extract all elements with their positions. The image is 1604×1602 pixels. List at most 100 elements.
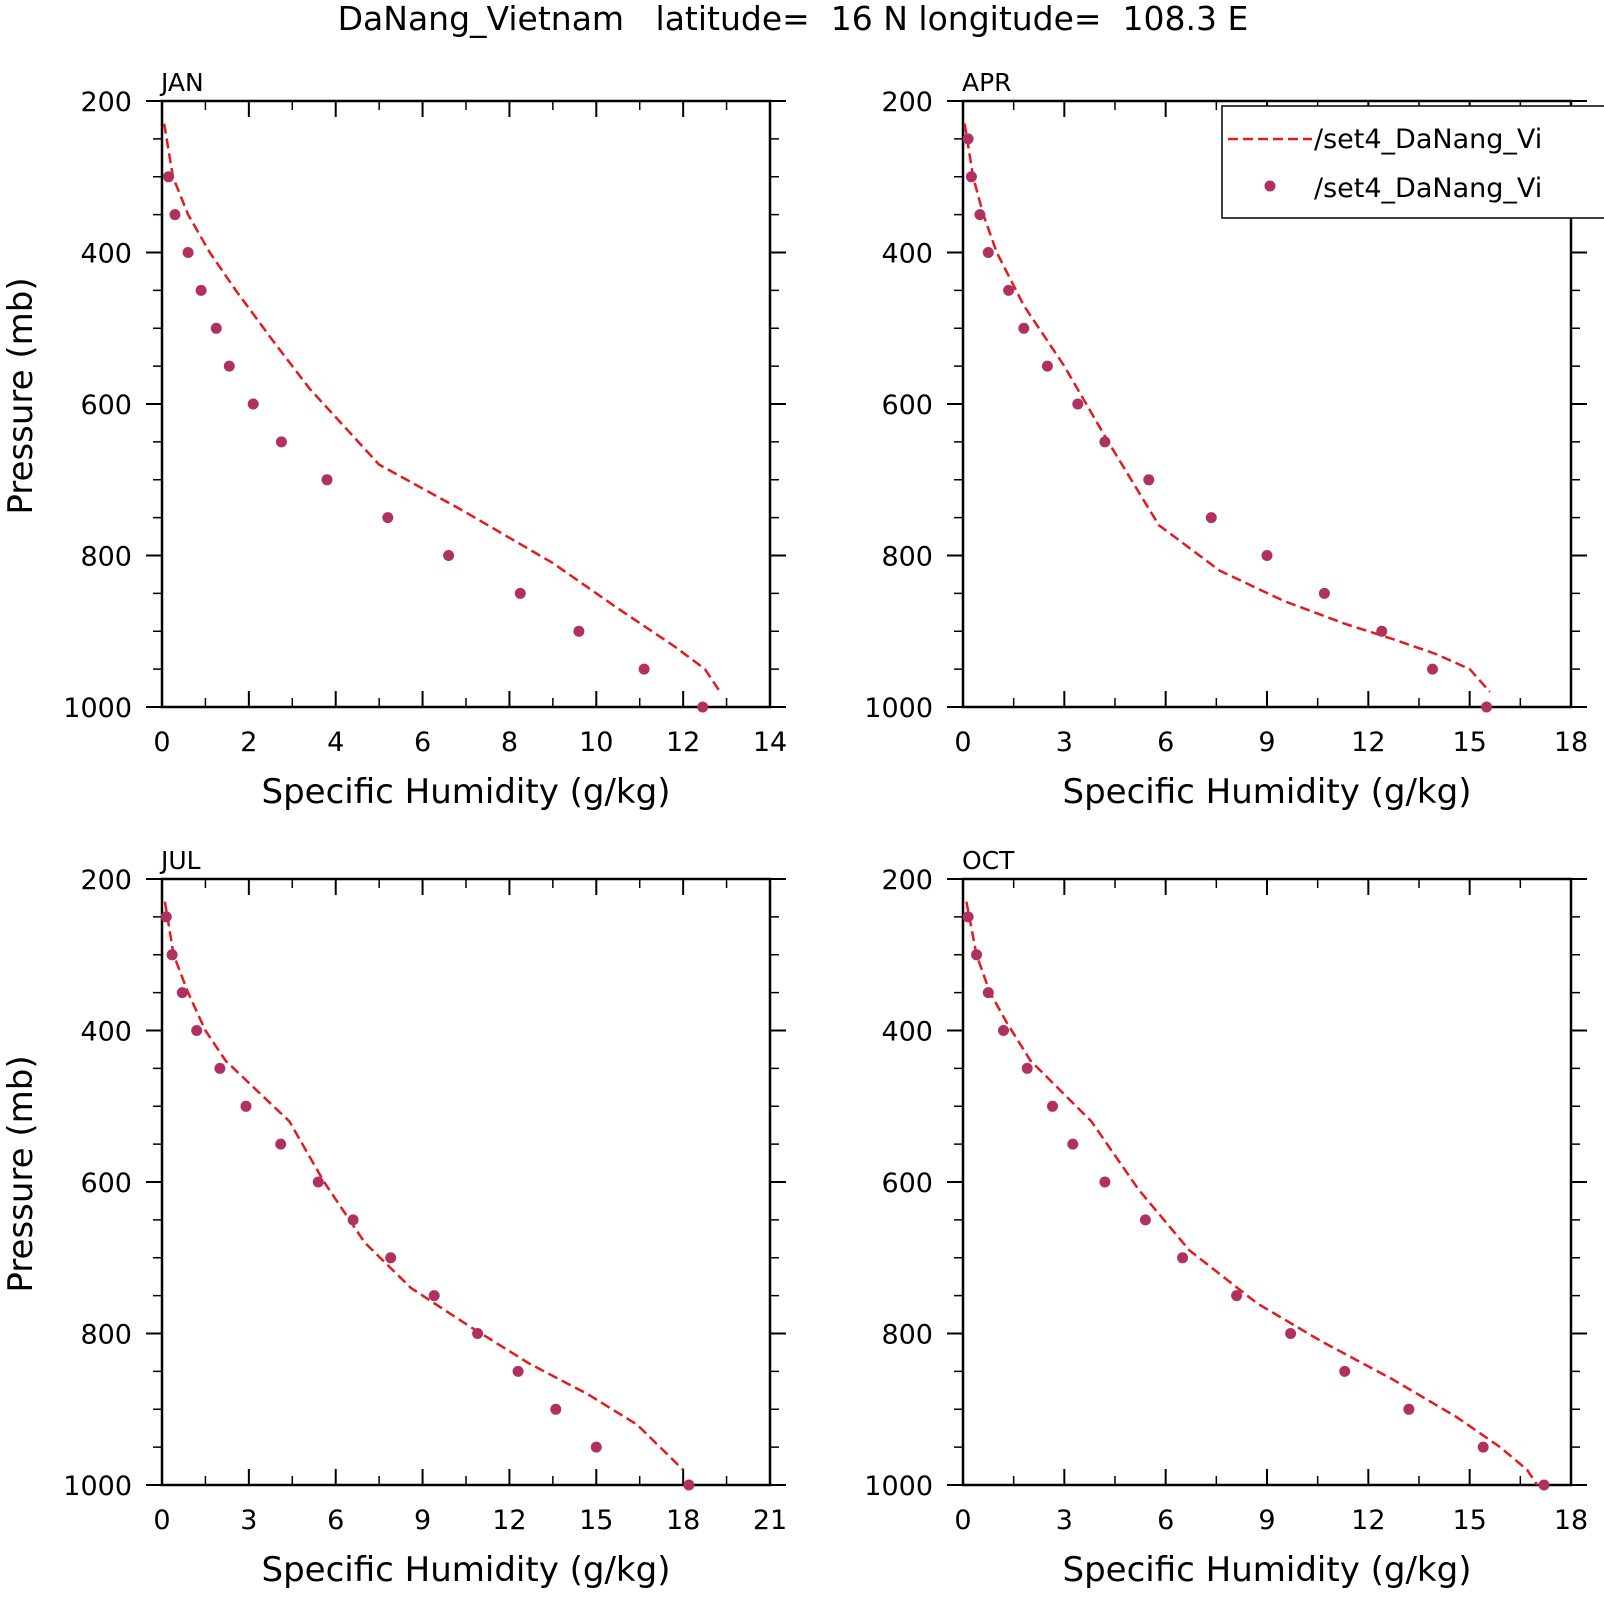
data-point-obs	[1339, 1365, 1351, 1377]
y-tick-label: 1000	[63, 693, 132, 724]
data-point-obs	[1177, 1252, 1189, 1264]
data-point-obs	[1477, 1441, 1489, 1453]
y-axis-label: Pressure (mb)	[1, 1055, 41, 1292]
data-point-obs	[697, 701, 709, 713]
x-tick-label: 2	[240, 727, 257, 758]
data-point-obs	[1021, 1062, 1033, 1074]
data-point-obs	[590, 1441, 602, 1453]
data-point-obs	[638, 663, 650, 675]
x-tick-label: 12	[492, 1505, 526, 1536]
data-point-obs	[982, 987, 994, 999]
x-tick-label: 0	[954, 1505, 971, 1536]
data-point-obs	[998, 1025, 1009, 1036]
y-tick-label: 600	[881, 390, 933, 421]
x-tick-label: 0	[153, 727, 170, 758]
x-tick-label: 12	[666, 727, 700, 758]
legend-label-model: /set4_DaNang_Vi	[1314, 124, 1542, 155]
data-point-obs	[1018, 322, 1030, 334]
x-axis-label: Specific Humidity (g/kg)	[262, 1550, 671, 1590]
data-point-obs	[347, 1214, 359, 1226]
x-tick-label: 4	[327, 727, 344, 758]
data-point-obs	[1318, 587, 1330, 599]
y-tick-label: 200	[80, 87, 132, 118]
y-tick-label: 600	[80, 1168, 132, 1199]
data-point-obs	[1067, 1138, 1079, 1150]
x-axis-label: Specific Humidity (g/kg)	[262, 772, 671, 812]
data-point-obs	[182, 247, 194, 258]
y-tick-label: 1000	[864, 693, 933, 724]
y-tick-label: 1000	[864, 1471, 933, 1502]
x-tick-label: 12	[1351, 1505, 1385, 1536]
y-tick-label: 400	[80, 1017, 132, 1048]
x-tick-label: 15	[1452, 1505, 1486, 1536]
data-point-obs	[385, 1252, 397, 1264]
x-tick-label: 15	[579, 1505, 613, 1536]
data-point-obs	[195, 284, 207, 296]
y-tick-label: 600	[881, 1168, 933, 1199]
data-point-obs	[514, 587, 526, 599]
data-point-obs	[428, 1290, 440, 1302]
data-point-obs	[982, 247, 994, 258]
data-point-obs	[1538, 1479, 1550, 1491]
x-tick-label: 9	[414, 1505, 431, 1536]
data-point-obs	[1003, 284, 1015, 296]
data-point-obs	[1403, 1403, 1415, 1415]
data-point-obs	[240, 1100, 252, 1112]
panel-oct: 0 3 6 9 12 15 18 200 400 600 800 1000 OCT Specific Hu…	[864, 846, 1588, 1590]
x-tick-label: 9	[1258, 727, 1275, 758]
data-point-obs	[573, 625, 585, 637]
x-tick-label: 0	[153, 1505, 170, 1536]
x-tick-label: 18	[666, 1505, 700, 1536]
data-point-obs	[1143, 474, 1155, 486]
y-tick-label: 600	[80, 390, 132, 421]
data-point-obs	[1099, 436, 1111, 448]
y-tick-label: 800	[80, 1320, 132, 1351]
series-line-model	[163, 901, 684, 1471]
x-tick-label: 21	[753, 1505, 787, 1536]
y-tick-label: 200	[80, 865, 132, 896]
data-point-obs	[214, 1062, 226, 1074]
x-tick-label: 18	[1554, 1505, 1588, 1536]
y-tick-label: 800	[881, 1320, 933, 1351]
x-tick-label: 3	[1056, 727, 1073, 758]
data-point-obs	[1427, 663, 1438, 675]
data-point-obs	[163, 171, 174, 183]
data-point-obs	[971, 949, 982, 961]
y-tick-label: 400	[881, 239, 933, 270]
x-tick-label: 8	[501, 727, 518, 758]
data-point-obs	[962, 911, 974, 923]
data-point-obs	[210, 322, 222, 334]
data-point-obs	[191, 1025, 203, 1036]
data-point-obs	[1481, 701, 1493, 713]
data-point-obs	[247, 398, 259, 410]
data-point-obs	[1205, 512, 1217, 524]
y-tick-label: 800	[80, 542, 132, 573]
x-tick-label: 12	[1351, 727, 1385, 758]
data-point-obs	[160, 911, 172, 923]
data-point-obs	[1099, 1176, 1111, 1188]
data-point-obs	[965, 171, 977, 183]
data-point-obs	[312, 1176, 324, 1188]
x-tick-label: 18	[1554, 727, 1588, 758]
data-point-obs	[472, 1328, 484, 1339]
data-point-obs	[275, 1138, 287, 1150]
x-tick-label: 10	[579, 727, 613, 758]
data-point-obs	[512, 1365, 524, 1377]
figure-title: DaNang_Vietnam latitude= 16 N longitude=…	[338, 0, 1249, 38]
series-line-model	[963, 123, 1491, 693]
legend-box	[1221, 105, 1604, 219]
legend-dot-swatch	[1264, 180, 1276, 192]
data-point-obs	[1047, 1100, 1058, 1112]
data-point-obs	[1285, 1328, 1297, 1339]
data-point-obs	[683, 1479, 695, 1491]
x-tick-label: 14	[753, 727, 787, 758]
x-tick-label: 6	[1157, 727, 1174, 758]
x-tick-label: 3	[240, 1505, 257, 1536]
data-point-obs	[1041, 360, 1053, 372]
data-point-obs	[223, 360, 235, 372]
data-point-obs	[321, 474, 333, 486]
y-axis-label: Pressure (mb)	[1, 277, 41, 514]
